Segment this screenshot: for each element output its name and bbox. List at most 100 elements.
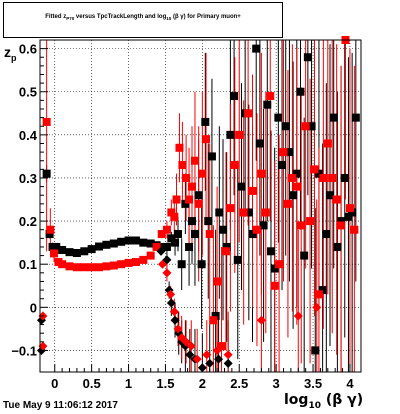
data-point-square xyxy=(248,186,257,195)
x-tick-label: 3.5 xyxy=(304,376,322,391)
x-tick-label: 2.5 xyxy=(230,376,248,391)
data-point-square xyxy=(42,117,51,126)
plot-frame xyxy=(39,39,362,373)
data-point-square xyxy=(95,263,104,272)
data-point-square xyxy=(311,346,320,355)
y-tick-label: 0 xyxy=(30,300,37,315)
data-point-square xyxy=(237,182,246,191)
data-point-square xyxy=(167,208,176,217)
data-point-square xyxy=(46,225,55,234)
x-tick-label: 2 xyxy=(199,376,206,391)
data-point-square xyxy=(289,191,298,200)
data-point-square xyxy=(197,260,206,269)
data-point-diamond xyxy=(181,337,191,347)
data-point-square xyxy=(50,249,59,258)
data-point-square xyxy=(52,242,61,251)
x-axis-label-subscript: 10 xyxy=(308,400,321,411)
data-point-square xyxy=(109,261,118,270)
y-axis-label-subscript: p xyxy=(11,52,17,63)
data-point-square xyxy=(194,191,203,200)
data-point-square xyxy=(194,199,203,208)
data-point-diamond xyxy=(293,311,303,321)
data-point-square xyxy=(274,113,283,122)
data-point-square xyxy=(80,247,89,256)
data-point-square xyxy=(285,148,294,157)
data-point-square xyxy=(300,251,309,260)
data-point-square xyxy=(117,237,126,246)
data-point-diamond xyxy=(185,350,195,360)
data-point-square xyxy=(170,212,179,221)
data-point-square xyxy=(175,143,184,152)
data-point-square xyxy=(173,230,182,239)
data-point-square xyxy=(58,245,67,254)
data-point-square xyxy=(162,242,171,251)
data-point-diamond xyxy=(38,341,48,351)
data-point-square xyxy=(248,230,257,239)
x-tick-label: 0 xyxy=(51,376,58,391)
data-point-square xyxy=(182,173,191,182)
data-point-square xyxy=(266,92,275,101)
y-tick-label: 0.3 xyxy=(19,171,37,186)
data-point-square xyxy=(337,221,346,230)
x-tick-label: 0.5 xyxy=(83,376,101,391)
y-tick-label: −0.1 xyxy=(11,343,37,358)
data-point-square xyxy=(185,195,194,204)
data-point-square xyxy=(204,217,213,226)
data-point-square xyxy=(72,263,81,272)
data-point-square xyxy=(185,242,194,251)
x-tick-label: 1.5 xyxy=(156,376,174,391)
data-point-square xyxy=(230,161,239,170)
data-point-square xyxy=(332,195,341,204)
data-point-square xyxy=(348,208,357,217)
data-point-square xyxy=(351,113,360,122)
data-point-diamond xyxy=(157,259,167,269)
data-point-square xyxy=(188,182,197,191)
y-tick-label: 0.2 xyxy=(19,214,37,229)
data-point-square xyxy=(255,139,264,148)
title-log-subscript: 10 xyxy=(166,16,172,22)
data-point-square xyxy=(221,247,230,256)
data-point-square xyxy=(233,255,242,264)
data-point-square xyxy=(209,316,218,325)
data-point-square xyxy=(211,311,220,320)
data-point-square xyxy=(270,281,279,290)
data-point-square xyxy=(279,148,288,157)
title-prefix: Fitted xyxy=(45,14,62,20)
data-point-diamond xyxy=(214,354,224,364)
chart-title: Fitted zP70 versus TpcTrackLength and lo… xyxy=(45,14,241,22)
y-axis-label: zp xyxy=(4,44,17,63)
data-point-square xyxy=(139,238,148,247)
y-axis-label-text: z xyxy=(4,44,11,60)
data-point-square xyxy=(205,230,214,239)
data-point-square xyxy=(314,169,323,178)
data-point-square xyxy=(219,225,228,234)
data-point-square xyxy=(322,230,331,239)
x-tick-label: 4 xyxy=(346,376,354,391)
data-point-square xyxy=(283,199,292,208)
data-point-square xyxy=(117,260,126,269)
data-point-square xyxy=(319,173,328,182)
data-point-square xyxy=(314,290,323,299)
x-axis-label-suffix: (β γ) xyxy=(325,392,364,408)
data-point-square xyxy=(87,245,96,254)
data-point-square xyxy=(244,109,253,118)
data-point-square xyxy=(131,236,140,245)
data-point-square xyxy=(261,208,270,217)
data-point-square xyxy=(266,247,275,256)
data-point-square xyxy=(146,251,155,260)
title-middle: versus TpcTrackLength and log xyxy=(75,14,167,20)
y-tick-label: 0.5 xyxy=(19,85,37,100)
data-point-square xyxy=(190,230,199,239)
data-point-square xyxy=(270,264,279,273)
data-point-square xyxy=(340,173,349,182)
title-z-subscript: P70 xyxy=(66,16,75,22)
data-point-square xyxy=(323,139,332,148)
data-point-square xyxy=(297,221,306,230)
data-point-square xyxy=(65,262,74,271)
data-point-square xyxy=(292,182,301,191)
data-point-square xyxy=(152,242,161,251)
x-tick-label: 3 xyxy=(273,376,280,391)
data-point-square xyxy=(201,117,210,126)
data-point-square xyxy=(337,217,346,226)
data-point-diamond xyxy=(223,358,233,368)
